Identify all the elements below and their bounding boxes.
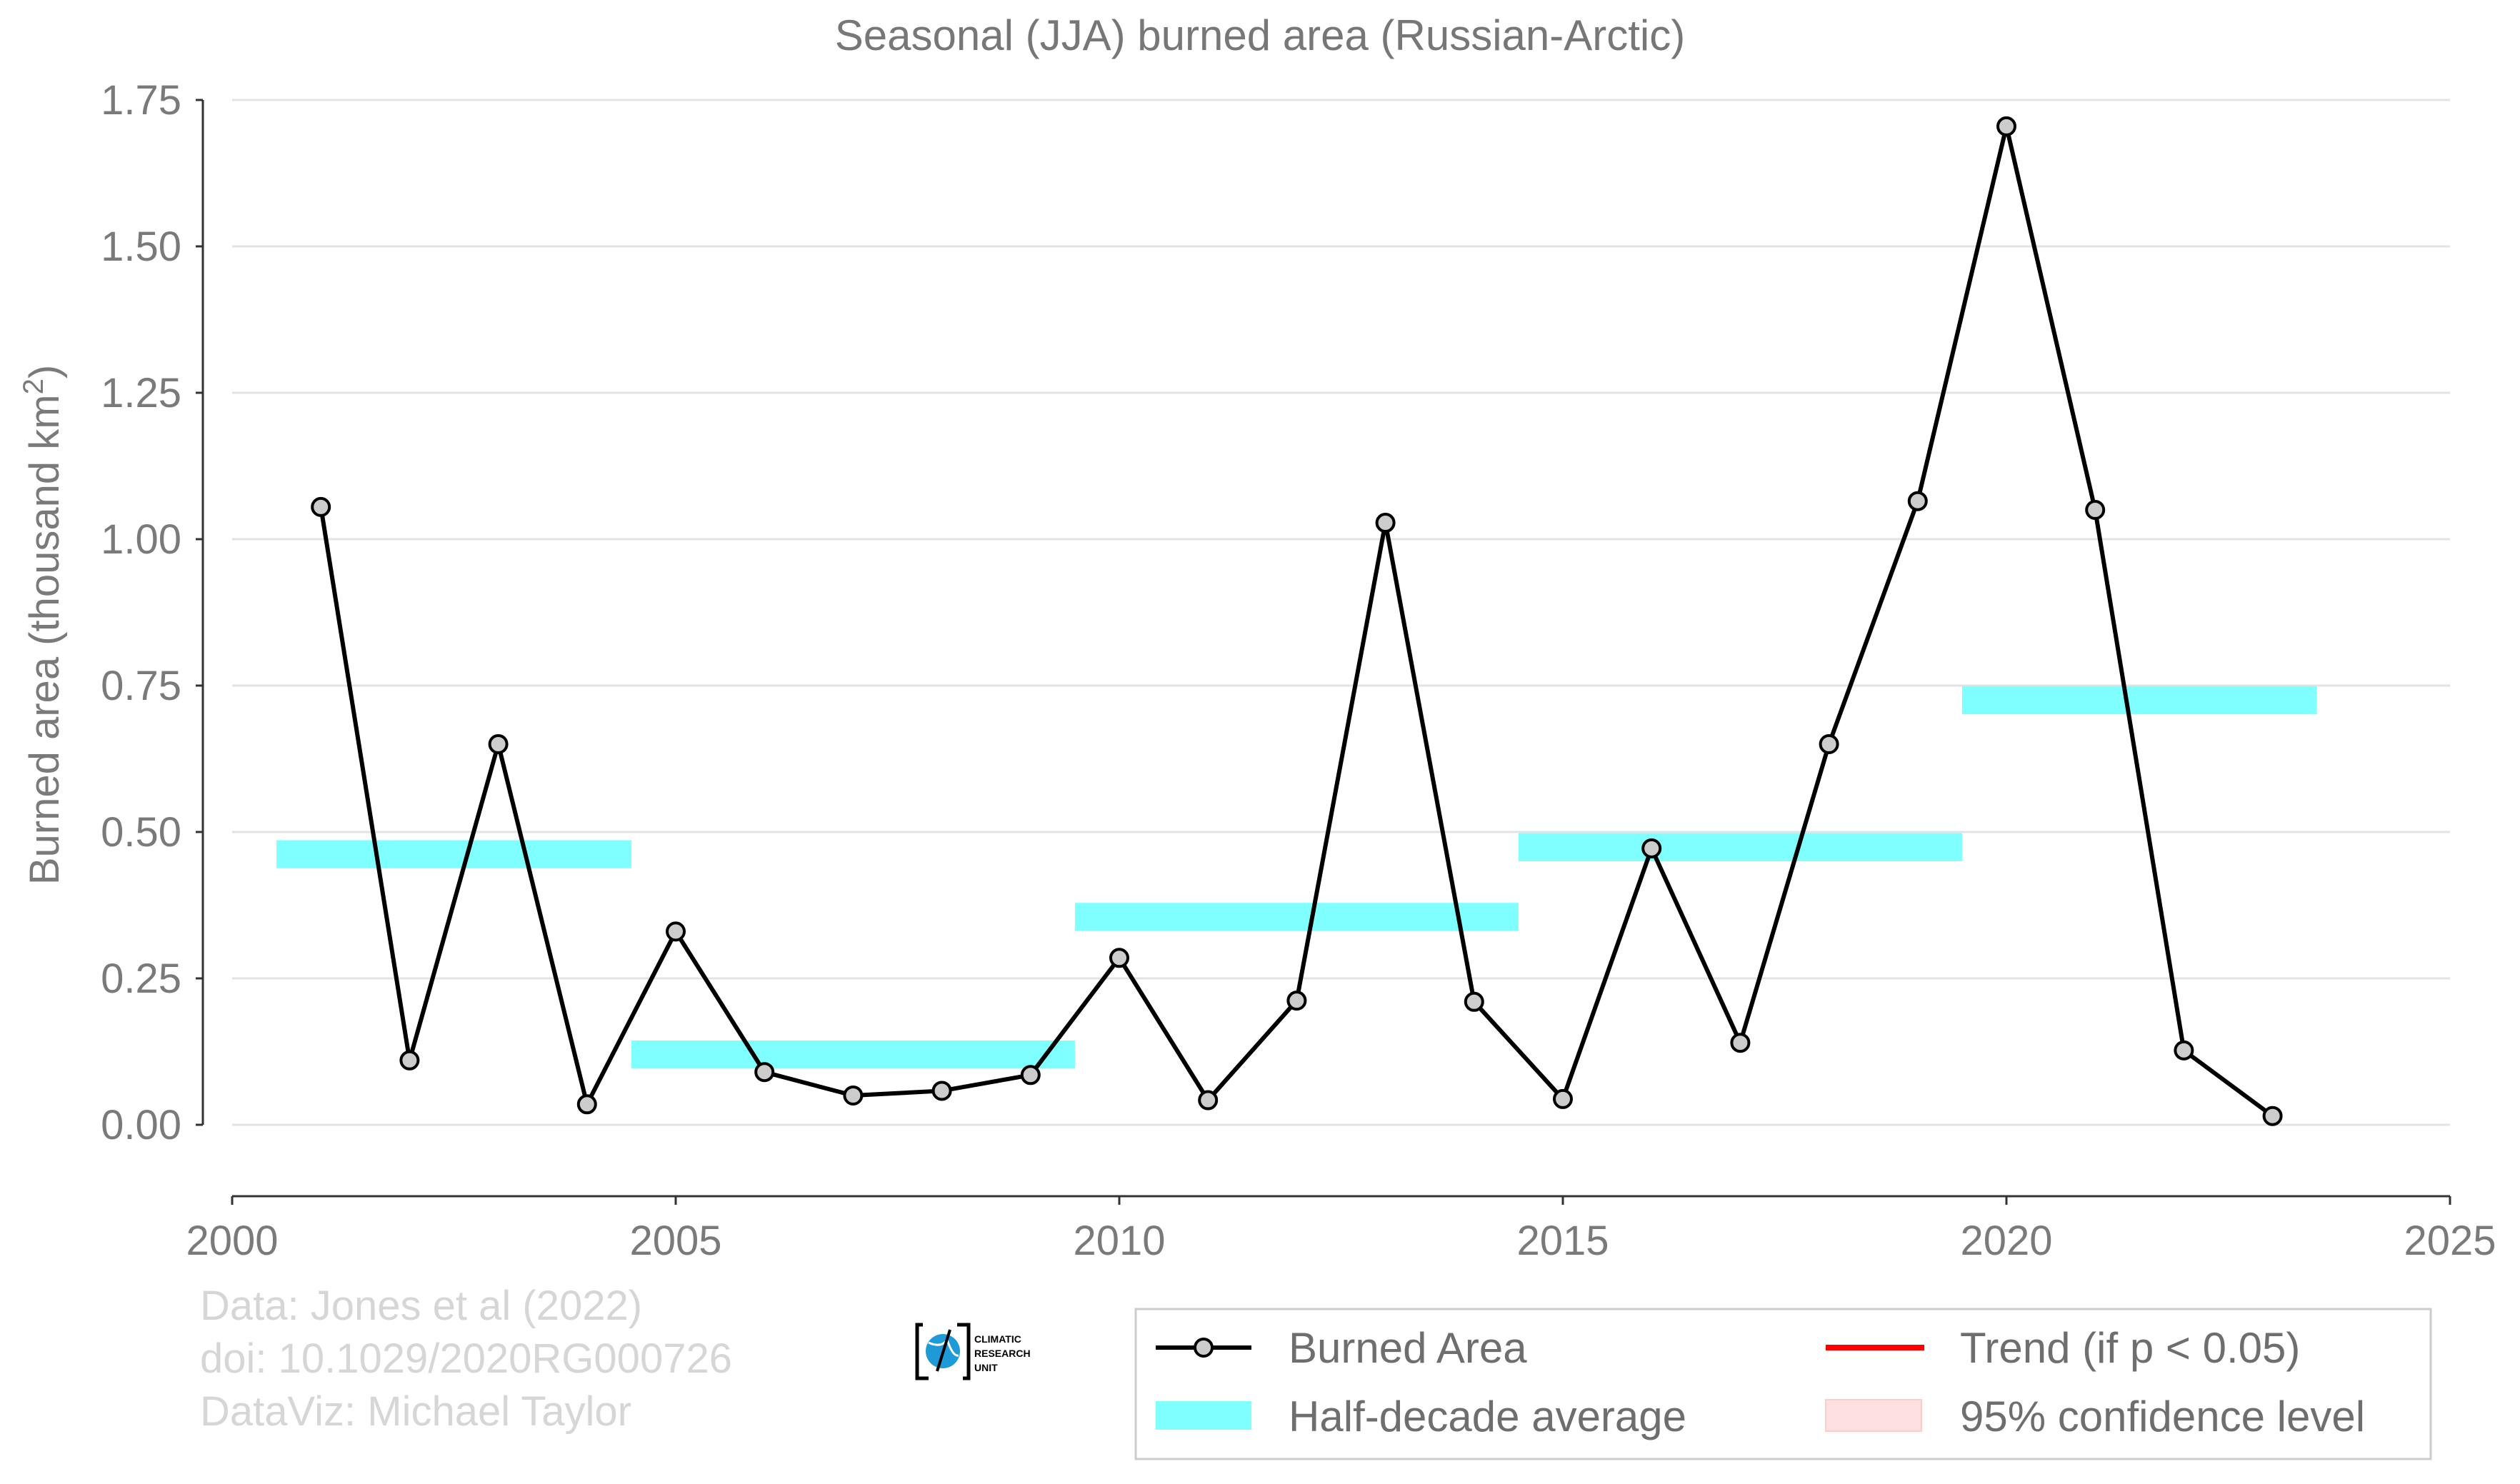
burned-area-point (1375, 513, 1396, 533)
burned-area-point (754, 1062, 775, 1083)
half-decade-average-bar (1961, 686, 2317, 715)
axes (196, 99, 2451, 1205)
credit-data-source: Data: Jones et al (2022) (200, 1283, 642, 1329)
legend-confidence-swatch (1825, 1399, 1922, 1432)
y-tick-label: 1.50 (101, 224, 181, 270)
burned-area-point (311, 496, 331, 517)
burned-area-point (1996, 116, 2016, 136)
legend: Burned Area Trend (if p < 0.05) Half-dec… (1134, 1308, 2432, 1460)
y-tick-label: 1.25 (101, 370, 181, 416)
legend-burned-area-marker (1194, 1338, 1214, 1358)
burned-area-point (399, 1050, 420, 1071)
legend-frame (1134, 1308, 2432, 1460)
logo-line-climatic: CLIMATIC (974, 1333, 1021, 1345)
y-tick-label: 1.75 (101, 77, 181, 124)
burned-area-points (311, 116, 2283, 1126)
half-decade-average-bar (1074, 903, 1519, 931)
y-tick-label: 0.00 (101, 1102, 181, 1148)
y-gridlines (232, 99, 2450, 1126)
burned-area-point (2085, 500, 2106, 520)
x-tick-label: 2005 (629, 1218, 721, 1264)
burned-area-point (1020, 1065, 1041, 1086)
burned-area-point (1730, 1033, 1751, 1053)
x-tick-labels: 2000 2005 2010 2015 2020 2025 (186, 1218, 2496, 1264)
burned-area-point (1198, 1090, 1219, 1111)
x-tick-label: 2025 (2404, 1218, 2496, 1264)
burned-area-point (666, 921, 686, 942)
y-axis-label-close: ) (21, 365, 68, 378)
x-tick-label: 2020 (1960, 1218, 2052, 1264)
y-tick-label: 0.50 (101, 809, 181, 856)
x-tick-label: 2000 (186, 1218, 278, 1264)
x-tick-label: 2010 (1073, 1218, 1165, 1264)
burned-area-point (1907, 491, 1928, 511)
burned-area-point (1286, 991, 1307, 1011)
legend-item-confidence: 95% confidence level (1825, 1393, 2365, 1440)
y-tick-labels: 0.00 0.25 0.50 0.75 1.00 1.25 1.50 1.75 (101, 77, 181, 1148)
chart-title: Seasonal (JJA) burned area (Russian-Arct… (835, 11, 1685, 59)
half-decade-average-bar (276, 840, 631, 868)
climatic-research-unit-logo: CLIMATIC RESEARCH UNIT (915, 1323, 1031, 1380)
credit-doi: doi: 10.1029/2020RG000726 (200, 1335, 732, 1382)
legend-label-half-decade-average: Half-decade average (1289, 1393, 1686, 1440)
legend-item-burned-area: Burned Area (1156, 1324, 1527, 1372)
y-axis-label-main: Burned area (thousand km (21, 394, 68, 885)
burned-area-point (576, 1094, 597, 1115)
burned-area-point (488, 734, 509, 754)
legend-half-decade-swatch (1156, 1401, 1251, 1430)
legend-item-trend: Trend (if p < 0.05) (1826, 1324, 2300, 1372)
half-decade-average-bars (276, 686, 2317, 1069)
half-decade-average-bar (631, 1040, 1075, 1069)
credit-dataviz: DataViz: Michael Taylor (200, 1388, 631, 1435)
legend-item-half-decade-average: Half-decade average (1156, 1393, 1686, 1440)
y-axis-label: Burned area (thousand km2) (18, 365, 68, 885)
burned-area-point (2174, 1040, 2194, 1061)
burned-area-point (2262, 1106, 2283, 1126)
y-tick-label: 0.75 (101, 663, 181, 709)
y-axis-label-superscript: 2 (18, 378, 49, 394)
logo-line-unit: UNIT (974, 1362, 998, 1373)
burned-area-point (1109, 948, 1129, 968)
x-tick-label: 2015 (1516, 1218, 1609, 1264)
half-decade-average-bar (1518, 833, 1962, 861)
y-tick-label: 1.00 (101, 516, 181, 563)
burned-area-point (1464, 991, 1484, 1012)
legend-label-trend: Trend (if p < 0.05) (1960, 1324, 2300, 1372)
burned-area-point (1641, 838, 1662, 858)
logo-line-research: RESEARCH (974, 1348, 1031, 1359)
burned-area-point (843, 1086, 864, 1106)
burned-area-point (931, 1081, 952, 1101)
legend-label-confidence: 95% confidence level (1960, 1393, 2365, 1440)
y-tick-label: 0.25 (101, 956, 181, 1002)
burned-area-point (1819, 734, 1839, 754)
burned-area-point (1553, 1088, 1573, 1109)
legend-label-burned-area: Burned Area (1289, 1324, 1527, 1372)
